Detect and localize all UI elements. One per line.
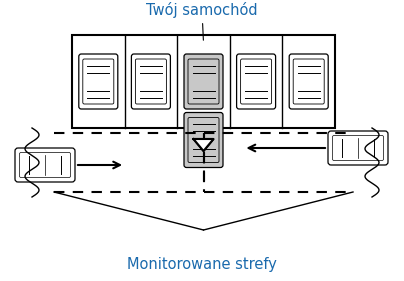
Text: Monitorowane strefy: Monitorowane strefy xyxy=(127,257,277,273)
FancyBboxPatch shape xyxy=(241,59,271,104)
FancyBboxPatch shape xyxy=(188,117,219,162)
FancyBboxPatch shape xyxy=(131,54,170,109)
FancyBboxPatch shape xyxy=(83,59,114,104)
Polygon shape xyxy=(194,139,213,151)
Text: Twój samochód: Twój samochód xyxy=(146,2,258,40)
FancyBboxPatch shape xyxy=(135,59,166,104)
FancyBboxPatch shape xyxy=(79,54,118,109)
FancyBboxPatch shape xyxy=(15,148,75,182)
FancyBboxPatch shape xyxy=(184,54,223,109)
FancyBboxPatch shape xyxy=(188,59,219,104)
FancyBboxPatch shape xyxy=(328,131,388,165)
FancyBboxPatch shape xyxy=(237,54,276,109)
FancyBboxPatch shape xyxy=(289,54,328,109)
FancyBboxPatch shape xyxy=(332,135,383,160)
FancyBboxPatch shape xyxy=(293,59,324,104)
Bar xyxy=(72,35,335,128)
FancyBboxPatch shape xyxy=(19,153,71,178)
FancyBboxPatch shape xyxy=(184,112,223,167)
